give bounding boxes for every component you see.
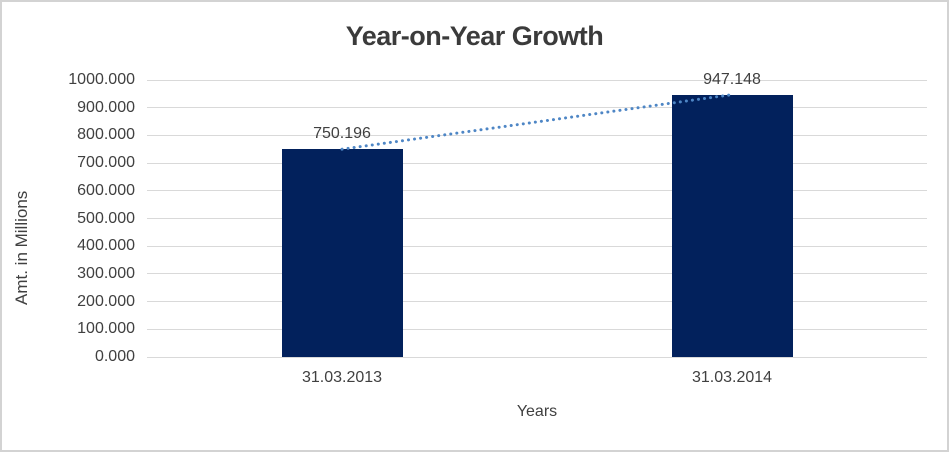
x-axis-title: Years (516, 403, 558, 420)
gridline (147, 107, 927, 109)
gridline (147, 273, 927, 275)
gridline (147, 301, 927, 303)
y-tick-label: 800.000 (77, 126, 135, 144)
chart-title: Year-on-Year Growth (345, 21, 604, 51)
data-label: 750.196 (313, 125, 371, 143)
y-tick-label: 400.000 (77, 237, 135, 255)
x-tick-label: 31.03.2014 (691, 369, 773, 386)
y-axis-title: Amt. in Millions (12, 190, 31, 305)
y-tick-label: 500.000 (77, 209, 135, 227)
y-tick-label: 700.000 (77, 154, 135, 172)
gridline (147, 79, 927, 81)
y-tick-label: 900.000 (77, 98, 135, 116)
gridline (147, 328, 927, 330)
plot-area (147, 79, 927, 358)
gridline (147, 218, 927, 219)
gridline (147, 356, 927, 358)
x-tick-label: 31.03.2013 (301, 369, 383, 386)
y-tick-label: 300.000 (77, 264, 135, 282)
y-tick-label: 100.000 (77, 320, 135, 338)
bar (671, 94, 793, 357)
gridline (147, 245, 927, 247)
y-tick-label: 1000.000 (68, 71, 135, 88)
gridline (147, 162, 927, 164)
y-tick-label: 200.000 (77, 292, 135, 310)
trendline (340, 93, 734, 151)
y-tick-label: 600.000 (77, 181, 135, 199)
gridline (147, 190, 927, 192)
gridline (147, 134, 927, 136)
y-tick-label: 0.000 (94, 348, 135, 365)
bar (281, 149, 403, 357)
data-label: 947.148 (703, 70, 761, 88)
